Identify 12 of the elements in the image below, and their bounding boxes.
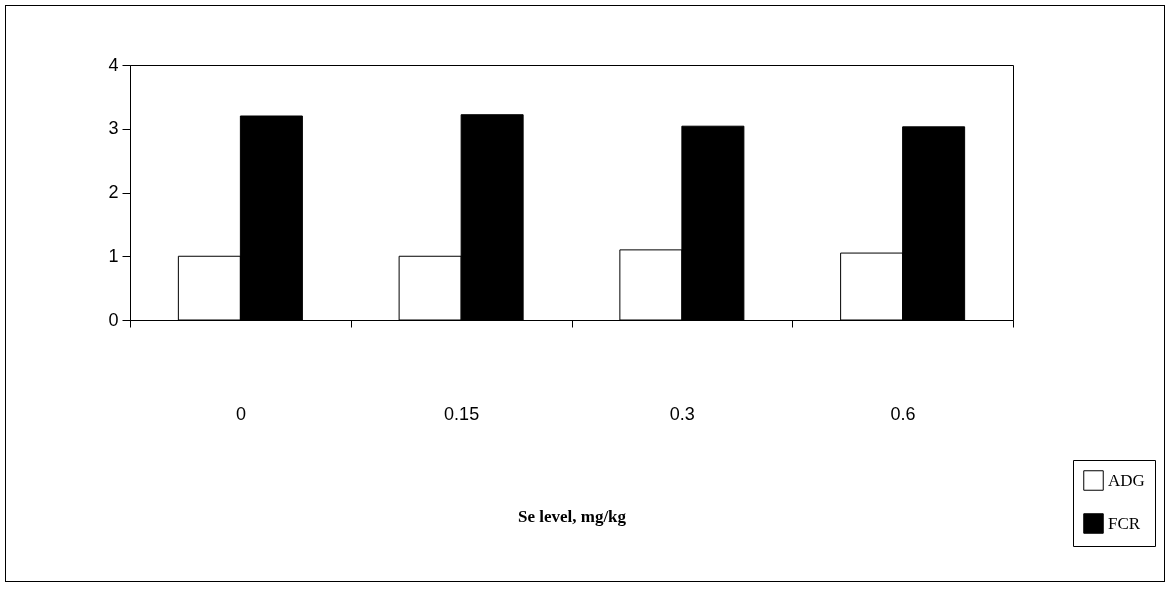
legend-label: ADG [1108, 470, 1145, 490]
y-tick-label: 4 [108, 54, 119, 75]
y-tick-label: 2 [108, 182, 119, 202]
x-tick-label: 0 [235, 403, 246, 424]
y-tick-label: 1 [108, 245, 119, 266]
x-tick-label: 0.6 [890, 403, 916, 424]
y-tick-label: 3 [108, 118, 119, 139]
y-tick-label: 0 [108, 309, 119, 330]
x-tick-label: 0.15 [444, 403, 480, 424]
x-tick-label: 0.3 [669, 403, 695, 424]
x-axis-title: Se level, mg/kg [517, 506, 627, 526]
legend-label: FCR [1108, 513, 1141, 533]
